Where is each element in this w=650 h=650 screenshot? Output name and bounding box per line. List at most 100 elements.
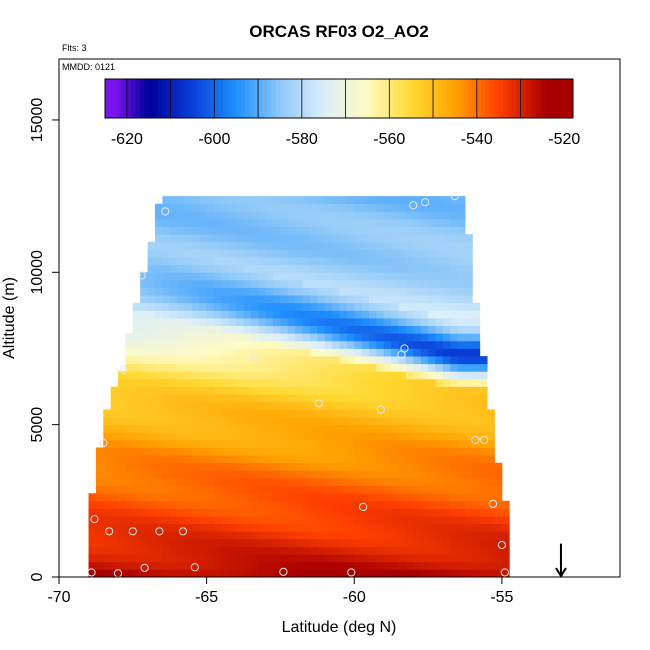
heatmap-cell-2282 xyxy=(332,234,340,243)
heatmap-cell-1410 xyxy=(398,378,407,387)
heatmap-cell-462 xyxy=(132,508,141,517)
heatmap-cell-97 xyxy=(383,561,392,570)
heatmap-cell-980 xyxy=(295,439,303,448)
heatmap-cell-2357 xyxy=(258,218,267,227)
heatmap-cell-2335 xyxy=(405,226,414,235)
heatmap-cell-949 xyxy=(457,447,466,456)
heatmap-cell-2507 xyxy=(442,196,451,205)
heatmap-cell-1908 xyxy=(184,295,193,304)
heatmap-cell-363 xyxy=(243,523,252,532)
heatmap-cell-2010 xyxy=(273,279,281,288)
heatmap-cell-1002 xyxy=(457,439,466,448)
heatmap-cell-203 xyxy=(324,546,333,555)
heatmap-cell-1445 xyxy=(287,371,296,380)
heatmap-cell-648 xyxy=(258,485,267,494)
heatmap-cell-1849 xyxy=(435,310,444,319)
heatmap-cell-2065 xyxy=(346,272,355,281)
heatmap-cell-2363 xyxy=(302,218,311,227)
heatmap-cell-1871 xyxy=(250,302,259,311)
heatmap-cell-2481 xyxy=(250,196,259,205)
heatmap-cell-695 xyxy=(199,477,208,486)
heatmap-cell-835 xyxy=(420,462,429,471)
heatmap-cell-2424 xyxy=(442,211,451,220)
heatmap-cell-143 xyxy=(302,554,311,563)
heatmap-cell-66 xyxy=(154,561,163,570)
heatmap-cell-1765 xyxy=(162,318,171,327)
heatmap-cell-884 xyxy=(376,455,385,464)
heatmap-cell-1708 xyxy=(435,333,444,342)
heatmap-cell-1256 xyxy=(383,401,392,410)
heatmap-cell-513 xyxy=(88,500,97,509)
x-tick-label-3: -55 xyxy=(490,589,513,606)
heatmap-cell-961 xyxy=(154,439,163,448)
heatmap-cell-2378 xyxy=(413,218,422,227)
heatmap-cell-1727 xyxy=(228,325,237,334)
heatmap-cell-899 xyxy=(487,455,495,464)
heatmap-cell-737 xyxy=(103,470,112,479)
heatmap-cell-2103 xyxy=(302,264,311,273)
heatmap-cell-12 xyxy=(177,569,185,578)
heatmap-cell-251 xyxy=(258,538,267,547)
heatmap-cell-1775 xyxy=(236,318,244,327)
heatmap-cell-1206 xyxy=(398,409,407,418)
heatmap-cell-2315 xyxy=(258,226,267,235)
colorbar-swatch-104 xyxy=(541,79,548,118)
heatmap-cell-223 xyxy=(472,546,481,555)
heatmap-cell-1361 xyxy=(405,386,414,395)
heatmap-cell-2297 xyxy=(442,234,451,243)
heatmap-cell-374 xyxy=(324,523,333,532)
heatmap-cell-276 xyxy=(442,538,451,547)
heatmap-cell-455 xyxy=(501,516,510,525)
heatmap-cell-1565 xyxy=(450,356,458,365)
heatmap-cell-966 xyxy=(191,439,200,448)
heatmap-cell-619 xyxy=(450,493,458,502)
heatmap-cell-1750 xyxy=(398,325,407,334)
heatmap-cell-914 xyxy=(199,447,208,456)
colorbar-swatch-48 xyxy=(293,79,298,118)
heatmap-cell-814 xyxy=(265,462,274,471)
heatmap-cell-1666 xyxy=(125,333,134,342)
heatmap-cell-2412 xyxy=(354,211,363,220)
colorbar-swatch-58 xyxy=(336,79,342,118)
heatmap-cell-1899 xyxy=(457,302,466,311)
heatmap-cell-1227 xyxy=(169,401,178,410)
heatmap-cell-2219 xyxy=(184,241,193,250)
heatmap-cell-2482 xyxy=(258,196,267,205)
heatmap-cell-855 xyxy=(162,455,171,464)
heatmap-cell-618 xyxy=(442,493,451,502)
heatmap-cell-1679 xyxy=(221,333,230,342)
heatmap-cell-1538 xyxy=(250,356,259,365)
heatmap-cell-1691 xyxy=(309,333,318,342)
heatmap-cell-183 xyxy=(177,546,185,555)
heatmap-cell-2248 xyxy=(398,241,407,250)
heatmap-cell-1618 xyxy=(125,340,134,349)
heatmap-cell-1555 xyxy=(376,356,385,365)
heatmap-cell-1228 xyxy=(177,401,185,410)
heatmap-cell-834 xyxy=(413,462,422,471)
heatmap-cell-1023 xyxy=(221,432,230,441)
heatmap-cell-1182 xyxy=(221,409,230,418)
heatmap-cell-1858 xyxy=(154,302,163,311)
heatmap-cell-894 xyxy=(450,455,458,464)
heatmap-cell-1604 xyxy=(376,348,385,357)
heatmap-cell-206 xyxy=(346,546,355,555)
heatmap-cell-610 xyxy=(383,493,392,502)
heatmap-cell-948 xyxy=(450,447,458,456)
heatmap-cell-2347 xyxy=(184,218,193,227)
heatmap-cell-1610 xyxy=(420,348,429,357)
heatmap-cell-777 xyxy=(398,470,407,479)
heatmap-cell-516 xyxy=(110,500,119,509)
heatmap-cell-910 xyxy=(169,447,178,456)
heatmap-cell-553 xyxy=(383,500,392,509)
heatmap-cell-1464 xyxy=(428,371,436,380)
heatmap-cell-1050 xyxy=(420,432,429,441)
colorbar-swatch-57 xyxy=(332,79,338,118)
heatmap-cell-839 xyxy=(450,462,458,471)
heatmap-cell-1528 xyxy=(177,356,185,365)
heatmap-cell-2275 xyxy=(280,234,289,243)
heatmap-cell-1952 xyxy=(177,287,185,296)
heatmap-cell-849 xyxy=(118,455,126,464)
heatmap-cell-2261 xyxy=(177,234,185,243)
heatmap-cell-29 xyxy=(302,569,311,578)
